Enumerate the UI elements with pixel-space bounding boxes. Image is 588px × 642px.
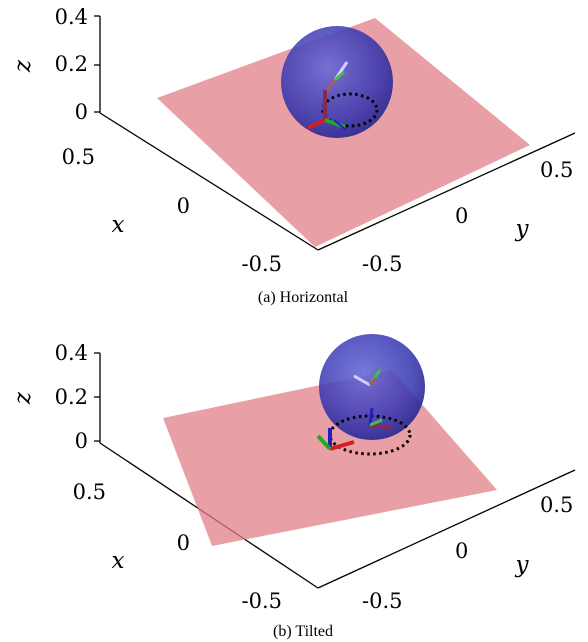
x-axis-line xyxy=(99,112,319,251)
body-frame-lower xyxy=(368,407,393,430)
y-tick--0.5: -0.5 xyxy=(362,589,403,613)
z-tick-0.4: 0.4 xyxy=(55,341,88,365)
y-axis-label: y xyxy=(515,552,530,578)
z-tick-0: 0 xyxy=(75,429,88,453)
y-tick-0.5: 0.5 xyxy=(540,158,573,182)
x-axis-label: x xyxy=(112,212,125,238)
panel-a-axes xyxy=(94,15,576,251)
path-trajectory xyxy=(328,414,412,456)
contact-frame xyxy=(307,90,347,131)
z-axis-label: z xyxy=(10,59,36,73)
y-tick-0: 0 xyxy=(455,539,468,563)
x-tick-0: 0 xyxy=(177,194,190,218)
x-tick-0: 0 xyxy=(177,531,190,555)
body-frame-upper xyxy=(324,61,349,93)
x-tick--0.5: -0.5 xyxy=(242,589,283,613)
y-axis-line xyxy=(317,132,576,251)
z-axis-label: z xyxy=(10,391,36,405)
x-tick-0.5: 0.5 xyxy=(73,480,106,504)
y-tick--0.5: -0.5 xyxy=(362,252,403,276)
z-tick-0.4: 0.4 xyxy=(55,5,88,29)
z-tick-0.2: 0.2 xyxy=(55,385,88,409)
z-tick-0.2: 0.2 xyxy=(55,52,88,76)
body-frame-upper xyxy=(353,369,382,387)
z-tick-0: 0 xyxy=(75,100,88,124)
x-tick--0.5: -0.5 xyxy=(242,252,283,276)
sphere xyxy=(281,26,393,138)
panel-b: 0.4 0.2 0 0.5 0 -0.5 -0.5 0 0.5 z x y (b… xyxy=(10,334,576,640)
contact-frame xyxy=(316,428,355,451)
x-tick-0.5: 0.5 xyxy=(62,145,95,169)
y-axis-label: y xyxy=(515,216,530,242)
y-axis-line xyxy=(317,469,576,589)
panel-a: 0.4 0.2 0 0.5 0 -0.5 -0.5 0 0.5 z x y (a… xyxy=(10,5,576,306)
caption-a: (a) Horizontal xyxy=(258,289,349,306)
y-tick-0: 0 xyxy=(455,204,468,228)
y-tick-0.5: 0.5 xyxy=(540,493,573,517)
caption-b: (b) Tilted xyxy=(273,623,333,640)
sphere xyxy=(319,334,425,440)
x-axis-label: x xyxy=(112,548,125,574)
